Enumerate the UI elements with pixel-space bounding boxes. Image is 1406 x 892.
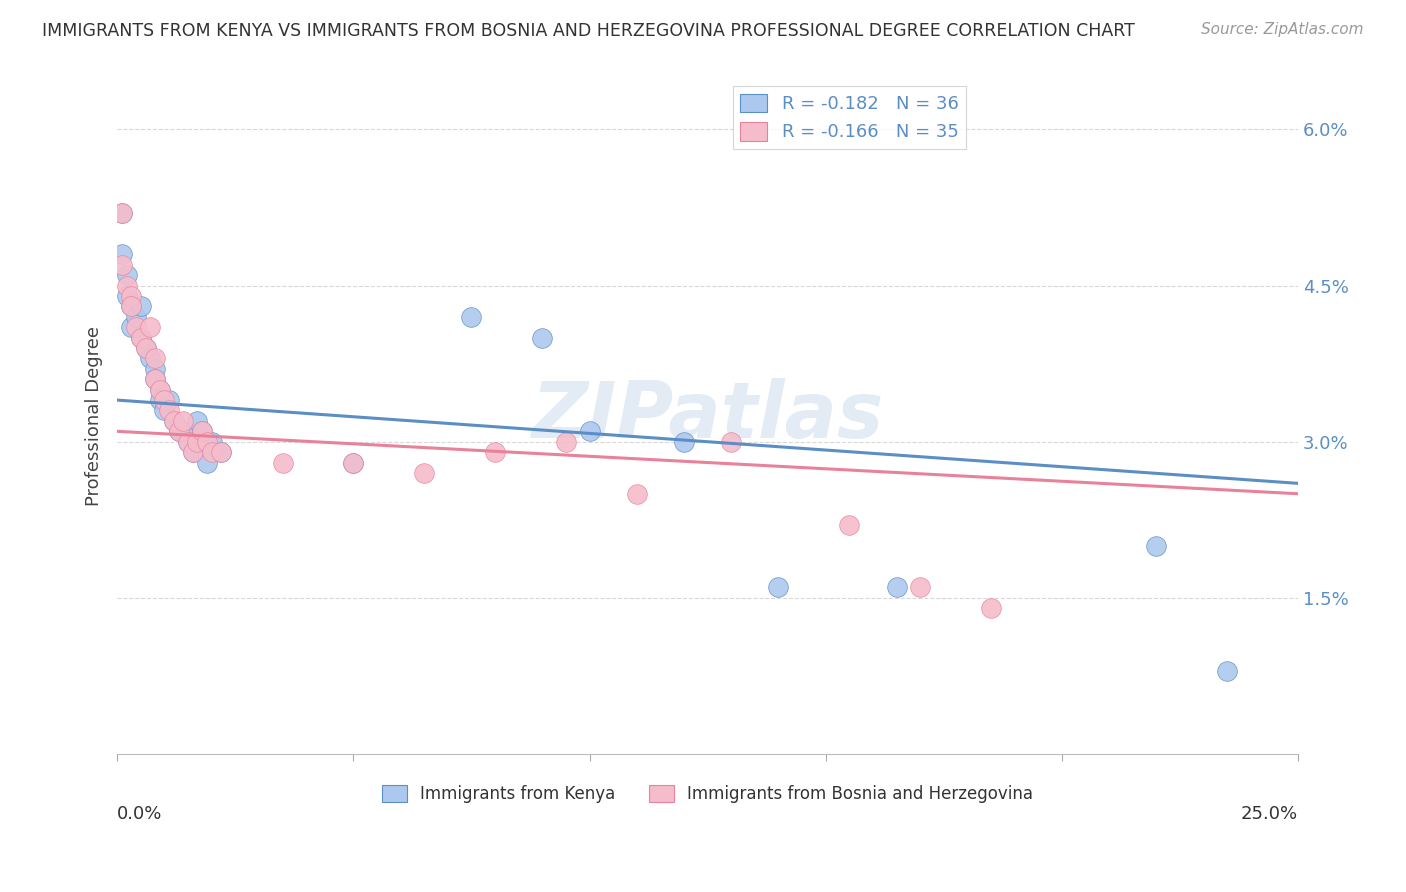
Point [153,403,176,417]
Point [626,487,648,501]
Point [120,289,142,303]
Point [186,434,208,449]
Text: 25.0%: 25.0% [1241,805,1298,822]
Point [163,414,186,428]
Point [531,331,554,345]
Point [120,300,142,314]
Text: IMMIGRANTS FROM KENYA VS IMMIGRANTS FROM BOSNIA AND HERZEGOVINA PROFESSIONAL DEG: IMMIGRANTS FROM KENYA VS IMMIGRANTS FROM… [42,22,1135,40]
Legend: R = -0.182   N = 36, R = -0.166   N = 35: R = -0.182 N = 36, R = -0.166 N = 35 [733,87,966,149]
Point [167,425,190,439]
Text: Source: ZipAtlas.com: Source: ZipAtlas.com [1201,22,1364,37]
Point [120,300,142,314]
Point [720,434,742,449]
Point [271,456,294,470]
Point [172,414,194,428]
Point [167,425,190,439]
Point [139,320,162,334]
Point [201,434,224,449]
Point [191,425,214,439]
Point [908,581,931,595]
Point [209,445,232,459]
Point [115,268,138,283]
Point [768,581,790,595]
Point [209,445,232,459]
Point [139,351,162,366]
Point [153,393,176,408]
Point [191,425,214,439]
Point [578,425,600,439]
Point [181,445,204,459]
Point [143,362,166,376]
Point [135,341,157,355]
Point [135,341,157,355]
Point [111,206,134,220]
Point [672,434,695,449]
Point [115,289,138,303]
Point [980,601,1002,615]
Point [460,310,482,324]
Point [838,518,860,533]
Point [129,331,152,345]
Point [1144,539,1167,553]
Point [342,456,364,470]
Point [342,456,364,470]
Point [125,310,148,324]
Point [111,206,134,220]
Text: 0.0%: 0.0% [117,805,163,822]
Point [143,372,166,386]
Point [125,320,148,334]
Point [195,434,218,449]
Point [143,351,166,366]
Point [163,414,186,428]
Point [177,434,200,449]
Point [149,393,172,408]
Point [195,456,218,470]
Point [115,278,138,293]
Point [149,383,172,397]
Point [157,393,180,408]
Text: ZIPatlas: ZIPatlas [531,377,884,454]
Point [555,434,578,449]
Point [111,247,134,261]
Point [1216,664,1239,678]
Point [886,581,908,595]
Point [129,331,152,345]
Y-axis label: Professional Degree: Professional Degree [86,326,103,506]
Point [177,434,200,449]
Point [186,414,208,428]
Point [149,383,172,397]
Point [484,445,506,459]
Point [111,258,134,272]
Point [157,403,180,417]
Point [129,300,152,314]
Point [143,372,166,386]
Point [172,425,194,439]
Point [201,445,224,459]
Point [181,445,204,459]
Point [413,466,436,480]
Point [120,320,142,334]
